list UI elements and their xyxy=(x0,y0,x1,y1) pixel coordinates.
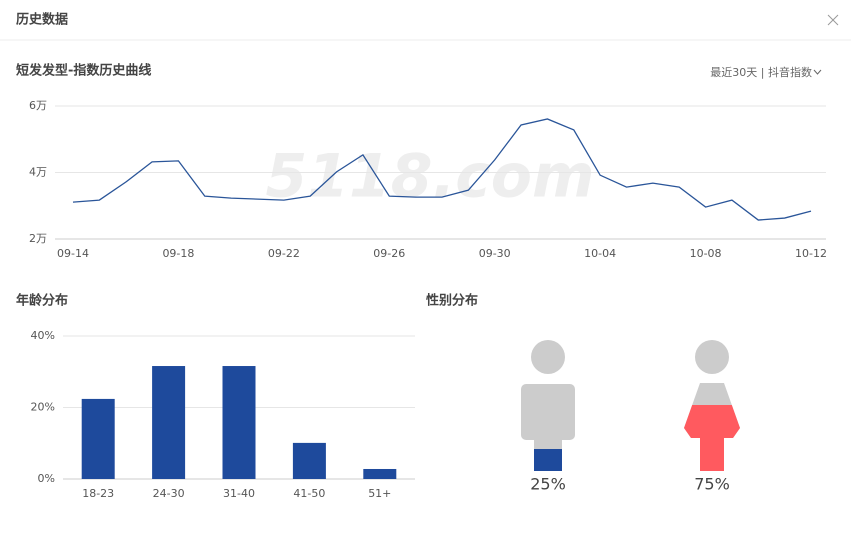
dropdown-arrow[interactable] xyxy=(813,69,822,75)
y-tick-label: 20% xyxy=(31,401,55,414)
x-tick-label: 09-14 xyxy=(57,247,89,260)
bar xyxy=(292,442,326,479)
close-button[interactable] xyxy=(827,14,839,26)
bar xyxy=(81,398,115,479)
value-label: 75% xyxy=(694,475,730,494)
x-tick-label: 09-30 xyxy=(479,247,511,260)
chart-title: 年龄分布 xyxy=(16,293,68,309)
x-tick-label: 10-12 xyxy=(795,247,827,260)
x-tick-label: 18-23 xyxy=(82,487,114,500)
dialog-title: 历史数据 xyxy=(16,12,68,28)
gender-fill xyxy=(521,449,575,471)
period-selector[interactable]: 最近30天 | 抖音指数 xyxy=(710,65,812,79)
chart-title: 性别分布 xyxy=(426,293,478,309)
chart-title: 短发发型-指数历史曲线 xyxy=(16,63,151,79)
y-tick-label: 40% xyxy=(31,329,55,342)
value-label: 25% xyxy=(530,475,566,494)
y-tick-label: 6万 xyxy=(29,99,47,112)
x-tick-label: 24-30 xyxy=(153,487,185,500)
bar xyxy=(152,366,186,479)
y-tick-label: 0% xyxy=(38,472,55,485)
x-tick-label: 09-22 xyxy=(268,247,300,260)
icon-head xyxy=(695,340,729,374)
bar xyxy=(363,468,397,479)
icon-head xyxy=(531,340,565,374)
x-tick-label: 51+ xyxy=(368,487,391,500)
x-tick-label: 10-04 xyxy=(584,247,616,260)
x-tick-label: 09-18 xyxy=(162,247,194,260)
x-tick-label: 41-50 xyxy=(293,487,325,500)
y-tick-label: 4万 xyxy=(29,166,47,179)
x-tick-label: 10-08 xyxy=(690,247,722,260)
y-tick-label: 2万 xyxy=(29,232,47,245)
x-tick-label: 09-26 xyxy=(373,247,405,260)
x-tick-label: 31-40 xyxy=(223,487,255,500)
line-series xyxy=(72,118,812,221)
gender-icon xyxy=(521,340,575,471)
watermark: 5118.com xyxy=(265,142,594,212)
bar xyxy=(222,366,256,479)
